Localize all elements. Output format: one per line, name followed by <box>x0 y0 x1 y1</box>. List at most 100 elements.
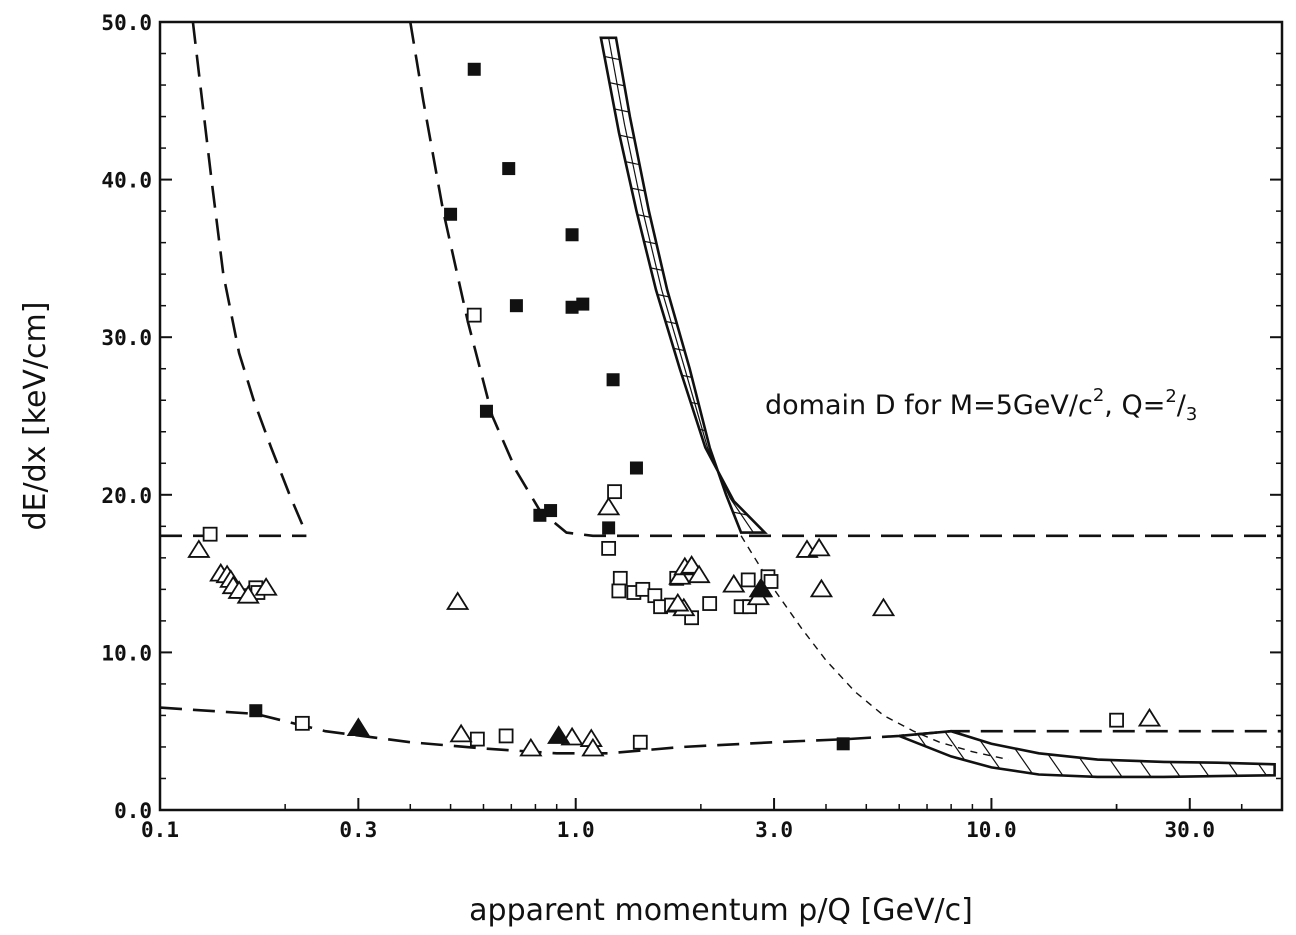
filled-square-point <box>565 228 579 242</box>
open-triangle-point <box>597 496 621 516</box>
filled-triangle-point <box>346 717 370 736</box>
x-tick-label: 30.0 <box>1164 818 1215 842</box>
annotation-fraction-slash: / <box>1177 390 1187 421</box>
band-hatch-line <box>600 276 765 323</box>
open-triangle-point <box>871 597 896 617</box>
filled-square-point <box>479 404 493 418</box>
open-triangle-point <box>722 573 746 593</box>
band-hatch-line <box>600 226 765 272</box>
open-square-point <box>498 728 514 744</box>
band-hatch-line <box>1087 731 1126 777</box>
open-square-point <box>469 731 485 747</box>
open-triangle-point <box>236 584 260 604</box>
open-square-point <box>632 734 648 750</box>
plot-frame <box>158 20 1284 812</box>
annotation-main: domain D for M=5GeV/c <box>765 390 1093 421</box>
filled-square-point <box>502 162 516 176</box>
open-triangle-point <box>449 723 473 743</box>
open-square-point <box>702 596 718 611</box>
x-tick-label: 0.3 <box>339 818 377 842</box>
x-tick-label: 1.0 <box>557 818 595 842</box>
band-hatch-line <box>1145 731 1185 777</box>
band-outline <box>599 36 768 534</box>
filled-square-point <box>602 521 616 535</box>
open-triangle-point <box>807 537 831 557</box>
filled-square-point <box>249 704 263 718</box>
open-square-point <box>611 583 627 599</box>
y-tick-label: 20.0 <box>101 484 152 508</box>
axis-ticks: 0.1 0.3 1.0 3.0 10.0 30.0 0.0 10.0 20.0 30.0 40.0 5… <box>101 11 1282 842</box>
open-triangle-point <box>687 564 711 584</box>
annotation-fraction-numerator: 2 <box>1165 386 1176 407</box>
y-tick-label: 50.0 <box>101 11 152 35</box>
annotation-superscript: 2 <box>1093 385 1104 406</box>
band-hatch-line <box>600 402 765 449</box>
band-hatch-line <box>600 251 765 297</box>
filled-square-point <box>509 299 523 313</box>
filled-square-point <box>533 508 547 522</box>
x-tick-label: 0.1 <box>141 818 179 842</box>
open-square-point <box>607 484 622 500</box>
band-hatch-line <box>600 74 765 121</box>
band-hatch-line <box>1262 731 1275 777</box>
filled-square-point <box>629 461 643 475</box>
plot-area <box>158 20 1284 812</box>
band-hatch-line <box>600 175 765 222</box>
band-hatch-line <box>1174 731 1214 777</box>
band-hatch-line <box>600 201 765 247</box>
open-square-point <box>601 540 617 556</box>
y-tick-label: 40.0 <box>101 169 152 193</box>
band-hatch-line <box>971 731 1010 777</box>
open-square-point <box>466 307 482 323</box>
band-hatch-line <box>600 150 765 196</box>
open-square-point <box>294 715 310 731</box>
x-tick-label: 3.0 <box>755 818 793 842</box>
band-hatch-line <box>600 125 765 171</box>
open-triangle-point <box>666 592 690 612</box>
x-tick-label: 10.0 <box>966 818 1017 842</box>
open-triangle-point <box>581 737 605 757</box>
filled-square-point <box>836 737 850 751</box>
filled-square-point <box>565 300 579 314</box>
dashed-curve <box>191 22 308 535</box>
dashed-curve <box>740 535 1009 761</box>
x-axis-label: apparent momentum p/Q [GeV/c] <box>469 893 973 928</box>
filled-square-point <box>444 207 458 221</box>
band-outline <box>898 729 1276 779</box>
band-hatch-line <box>600 428 765 474</box>
open-triangle-point <box>254 577 278 596</box>
boundary-curves <box>160 22 1282 761</box>
filled-triangle-point <box>547 725 571 744</box>
filled-square-point <box>544 504 558 518</box>
y-axis-label: dE/dx [keV/cm] <box>18 302 53 531</box>
filled-triangle-point <box>748 578 772 598</box>
open-square-point <box>740 572 756 588</box>
filled-square-point <box>606 373 620 387</box>
open-square-point <box>1109 712 1124 728</box>
band-hatch-line <box>826 728 863 782</box>
open-triangle-point <box>1137 707 1162 727</box>
annotation-fraction-denominator: 3 <box>1186 404 1197 425</box>
open-triangle-point <box>446 591 470 610</box>
band-hatch-line <box>600 37 765 70</box>
band-hatch-line <box>600 100 765 146</box>
band-hatch-line <box>1116 731 1155 777</box>
filled-square-point <box>467 62 481 76</box>
domain-annotation: domain D for M=5GeV/c2, Q=2/3 <box>765 385 1197 425</box>
y-tick-label: 10.0 <box>101 641 152 665</box>
band-hatch-line <box>1292 728 1296 782</box>
open-square-point <box>763 574 779 589</box>
dashed-curve <box>160 706 1282 755</box>
dashed-curve <box>409 22 1282 538</box>
band-hatch-line <box>1232 731 1272 777</box>
open-triangle-point <box>519 737 543 757</box>
open-triangle-point <box>809 578 834 598</box>
y-tick-label: 30.0 <box>101 326 152 350</box>
open-square-point <box>612 570 628 586</box>
band-hatch-line <box>1203 731 1243 777</box>
open-triangle-point <box>668 566 692 585</box>
filled-square-point <box>576 297 590 311</box>
y-tick-label: 0.0 <box>114 799 152 823</box>
data-points <box>187 62 1162 757</box>
